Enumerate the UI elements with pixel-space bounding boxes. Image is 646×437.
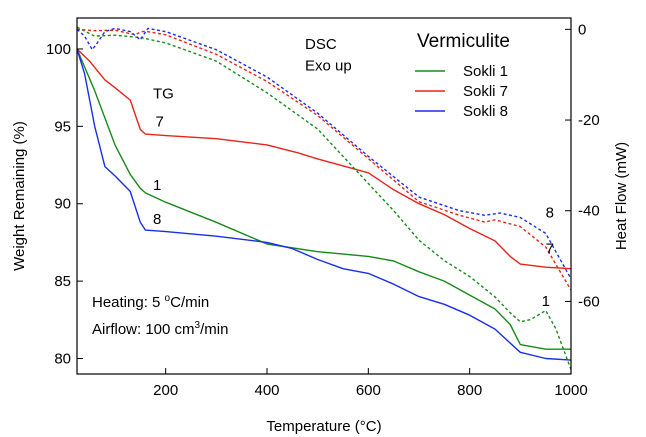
y2-tick-label-0: 0 (578, 21, 586, 38)
annotation-2: TG (153, 85, 174, 102)
series-dsc-sokli-7 (76, 28, 572, 291)
legend-label-sokli-8: Sokli 8 (463, 103, 508, 120)
annotation-4: 1 (153, 177, 161, 194)
x-tick-label-600: 600 (356, 382, 381, 399)
series-dsc-sokli-8 (76, 27, 572, 280)
annotation-layer: DSC Exo up TG 7 1 8 8 7 1 (153, 36, 554, 310)
y2-tick-label-m60: -60 (578, 293, 600, 310)
series-dsc-sokli-1 (76, 26, 572, 370)
y-tick-label-80: 80 (54, 351, 71, 368)
x-tick-label-200: 200 (153, 382, 178, 399)
series-tg-sokli-7 (76, 48, 572, 270)
curves-layer (76, 26, 572, 370)
annotation-3: 7 (156, 113, 164, 130)
legend-title: Vermiculite (417, 31, 510, 52)
heating-rate-note: Heating: 5 oC/min (92, 293, 209, 311)
series-tg-sokli-8 (76, 48, 572, 361)
annotation-1: Exo up (305, 58, 352, 75)
airflow-note: Airflow: 100 cm3/min (92, 320, 228, 338)
series-tg-sokli-1 (76, 48, 571, 350)
x-axis-title: Temperature (°C) (266, 418, 381, 435)
y-tick-label-95: 95 (54, 118, 71, 135)
legend: Vermiculite Sokli 1 Sokli 7 Sokli 8 (415, 31, 510, 120)
annotation-0: DSC (305, 36, 337, 53)
annotation-6: 8 (546, 205, 554, 222)
x-tick-label-400: 400 (254, 382, 279, 399)
plot-frame (76, 17, 572, 375)
y-tick-label-85: 85 (54, 273, 71, 290)
y-axis-title: Weight Remaining (%) (11, 121, 28, 271)
x-tick-label-800: 800 (457, 382, 482, 399)
annotation-8: 1 (542, 293, 550, 310)
y2-axis-title: Heat Flow (mW) (613, 142, 630, 250)
y2-tick-label-m20: -20 (578, 112, 600, 129)
y-tick-label-100: 100 (46, 41, 71, 58)
legend-label-sokli-1: Sokli 1 (463, 63, 508, 80)
annotation-7: 7 (546, 240, 554, 257)
y-tick-label-90: 90 (54, 196, 71, 213)
annotation-5: 8 (153, 211, 161, 228)
y2-tick-label-m40: -40 (578, 203, 600, 220)
legend-label-sokli-7: Sokli 7 (463, 83, 508, 100)
x-tick-label-1000: 1000 (554, 382, 587, 399)
